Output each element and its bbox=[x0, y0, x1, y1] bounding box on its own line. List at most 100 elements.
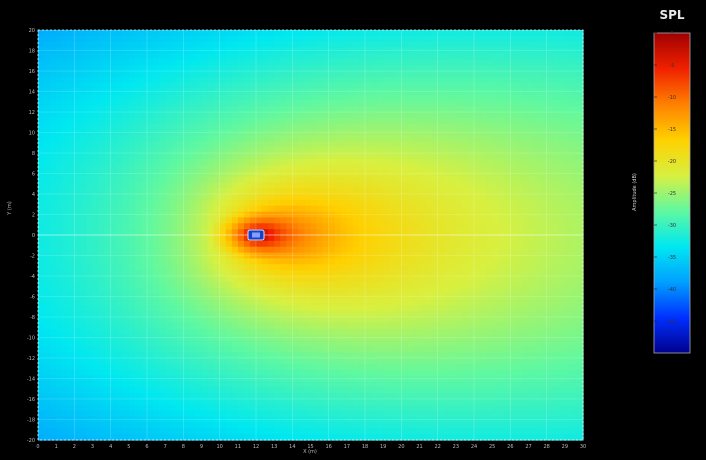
heatmap-cell bbox=[153, 170, 160, 178]
heatmap-cell bbox=[534, 217, 542, 224]
heatmap-cell bbox=[486, 35, 493, 43]
heatmap-cell bbox=[140, 53, 148, 60]
heatmap-cell bbox=[92, 270, 100, 277]
heatmap-cell bbox=[177, 158, 184, 166]
heatmap-cell bbox=[86, 176, 94, 183]
heatmap-cell bbox=[219, 100, 227, 107]
heatmap-cell bbox=[128, 35, 136, 43]
heatmap-cell bbox=[425, 135, 433, 142]
heatmap-cell bbox=[540, 334, 548, 342]
heatmap-cell bbox=[310, 235, 318, 242]
heatmap-cell bbox=[249, 287, 257, 295]
heatmap-cell bbox=[516, 276, 524, 283]
heatmap-cell bbox=[98, 264, 106, 271]
heatmap-cell bbox=[262, 211, 269, 219]
heatmap-cell bbox=[104, 35, 112, 43]
heatmap-cell bbox=[455, 340, 463, 347]
heatmap-cell bbox=[140, 135, 148, 142]
heatmap-cell bbox=[292, 170, 299, 178]
heatmap-cell bbox=[68, 334, 75, 342]
heatmap-cell bbox=[134, 299, 142, 306]
heatmap-cell bbox=[522, 65, 530, 72]
heatmap-cell bbox=[74, 287, 81, 295]
heatmap-cell bbox=[177, 287, 184, 295]
heatmap-cell bbox=[86, 252, 94, 260]
heatmap-cell bbox=[437, 293, 445, 301]
heatmap-cell bbox=[304, 117, 312, 125]
heatmap-field[interactable] bbox=[38, 30, 584, 441]
heatmap-cell bbox=[298, 188, 306, 195]
heatmap-cell bbox=[207, 106, 215, 113]
heatmap-cell bbox=[449, 53, 457, 60]
heatmap-cell bbox=[316, 164, 324, 172]
heatmap-cell bbox=[243, 65, 251, 72]
heatmap-cell bbox=[134, 334, 142, 342]
heatmap-cell bbox=[522, 299, 530, 306]
heatmap-cell bbox=[62, 59, 69, 66]
heatmap-cell bbox=[389, 240, 396, 248]
heatmap-cell bbox=[292, 270, 299, 277]
heatmap-cell bbox=[522, 322, 530, 330]
heatmap-cell bbox=[153, 322, 160, 330]
heatmap-cell bbox=[134, 106, 142, 113]
heatmap-cell bbox=[201, 270, 209, 277]
heatmap-cell bbox=[177, 182, 184, 189]
heatmap-cell bbox=[262, 252, 269, 260]
heatmap-cell bbox=[449, 199, 457, 207]
heatmap-cell bbox=[207, 229, 215, 236]
heatmap-cell bbox=[413, 205, 421, 213]
heatmap-cell bbox=[486, 88, 493, 96]
heatmap-cell bbox=[437, 47, 445, 55]
heatmap-cell bbox=[316, 346, 324, 353]
heatmap-cell bbox=[256, 199, 263, 207]
heatmap-cell bbox=[570, 59, 578, 66]
heatmap-cell bbox=[449, 117, 457, 125]
heatmap-cell bbox=[419, 88, 427, 96]
heatmap-cell bbox=[225, 235, 233, 242]
heatmap-cell bbox=[50, 311, 57, 318]
heatmap-cell bbox=[425, 82, 433, 90]
heatmap-cell bbox=[237, 194, 245, 201]
heatmap-cell bbox=[74, 141, 81, 148]
heatmap-cell bbox=[377, 346, 384, 353]
heatmap-cell bbox=[346, 106, 354, 113]
heatmap-cell bbox=[110, 299, 118, 306]
heatmap-cell bbox=[316, 322, 324, 330]
heatmap-cell bbox=[171, 317, 178, 324]
heatmap-cell bbox=[486, 153, 493, 160]
heatmap-cell bbox=[419, 270, 427, 277]
heatmap-cell bbox=[316, 170, 324, 178]
heatmap-cell bbox=[322, 53, 330, 60]
heatmap-cell bbox=[256, 299, 263, 306]
heatmap-cell bbox=[304, 30, 312, 37]
heatmap-cell bbox=[552, 47, 560, 55]
heatmap-cell bbox=[371, 199, 378, 207]
heatmap-cell bbox=[334, 94, 342, 101]
heatmap-cell bbox=[274, 211, 281, 219]
heatmap-cell bbox=[461, 246, 469, 254]
heatmap-cell bbox=[340, 199, 348, 207]
heatmap-cell bbox=[262, 264, 269, 271]
heatmap-cell bbox=[389, 223, 396, 230]
heatmap-cell bbox=[413, 164, 421, 172]
heatmap-cell bbox=[134, 281, 142, 289]
heatmap-cell bbox=[352, 240, 360, 248]
heatmap-cell bbox=[201, 35, 209, 43]
heatmap-cell bbox=[510, 164, 517, 172]
heatmap-cell bbox=[268, 217, 275, 224]
heatmap-cell bbox=[68, 281, 75, 289]
heatmap-cell bbox=[38, 194, 45, 201]
heatmap-cell bbox=[249, 205, 257, 213]
heatmap-cell bbox=[437, 35, 445, 43]
heatmap-cell bbox=[231, 147, 239, 154]
heatmap-cell bbox=[280, 223, 287, 230]
heatmap-cell bbox=[437, 340, 445, 347]
heatmap-cell bbox=[425, 223, 433, 230]
heatmap-cell bbox=[243, 53, 251, 60]
heatmap-cell bbox=[449, 65, 457, 72]
heatmap-cell bbox=[486, 205, 493, 213]
heatmap-cell bbox=[358, 229, 366, 236]
heatmap-cell bbox=[262, 334, 269, 342]
heatmap-cell bbox=[249, 281, 257, 289]
heatmap-cell bbox=[413, 346, 421, 353]
